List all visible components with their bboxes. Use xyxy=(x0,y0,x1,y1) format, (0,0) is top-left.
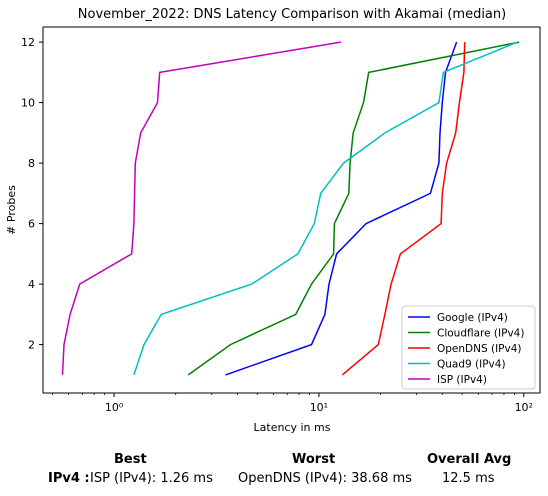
overall-avg-header: Overall Avg xyxy=(427,452,512,467)
legend-label: Cloudflare (IPv4) xyxy=(437,328,524,340)
legend-label: OpenDNS (IPv4) xyxy=(437,343,522,355)
y-tick-label: 12 xyxy=(21,36,35,49)
legend: Google (IPv4) Cloudflare (IPv4) OpenDNS (I… xyxy=(401,305,536,390)
best-header: Best xyxy=(114,452,147,467)
legend-label: Quad9 (IPv4) xyxy=(437,359,506,371)
x-axis-label: Latency in ms xyxy=(254,421,331,434)
legend-label: Google (IPv4) xyxy=(437,312,508,324)
legend-label: ISP (IPv4) xyxy=(437,374,487,386)
best-value: ISP (IPv4): 1.26 ms xyxy=(90,471,213,486)
y-tick-label: 2 xyxy=(28,339,35,352)
worst-header: Worst xyxy=(292,452,336,467)
series-line-opendns-ipv4 xyxy=(341,42,466,376)
legend-box xyxy=(401,305,536,390)
x-tick-label: 10⁰ xyxy=(105,401,124,414)
y-tick-label: 10 xyxy=(21,97,35,110)
series-line-quad9-ipv4 xyxy=(133,41,518,376)
x-tick-label: 10¹ xyxy=(310,401,328,414)
series-line-google-ipv4 xyxy=(225,41,458,376)
y-tick-label: 4 xyxy=(28,278,35,291)
chart-title: November_2022: DNS Latency Comparison wi… xyxy=(78,7,506,22)
ipv4-row-label: IPv4 : xyxy=(48,471,90,486)
worst-value: OpenDNS (IPv4): 38.68 ms xyxy=(238,471,412,486)
x-tick-label: 10² xyxy=(515,401,533,414)
series-line-isp-ipv4 xyxy=(61,41,342,375)
overall-avg-value: 12.5 ms xyxy=(442,471,495,486)
y-axis-label: # Probes xyxy=(5,185,18,235)
plot-frame xyxy=(42,26,541,394)
latency-chart: November_2022: DNS Latency Comparison wi… xyxy=(5,7,541,434)
y-tick-label: 8 xyxy=(28,157,35,170)
y-tick-label: 6 xyxy=(28,218,35,231)
series-line-cloudflare-ipv4 xyxy=(187,41,520,376)
